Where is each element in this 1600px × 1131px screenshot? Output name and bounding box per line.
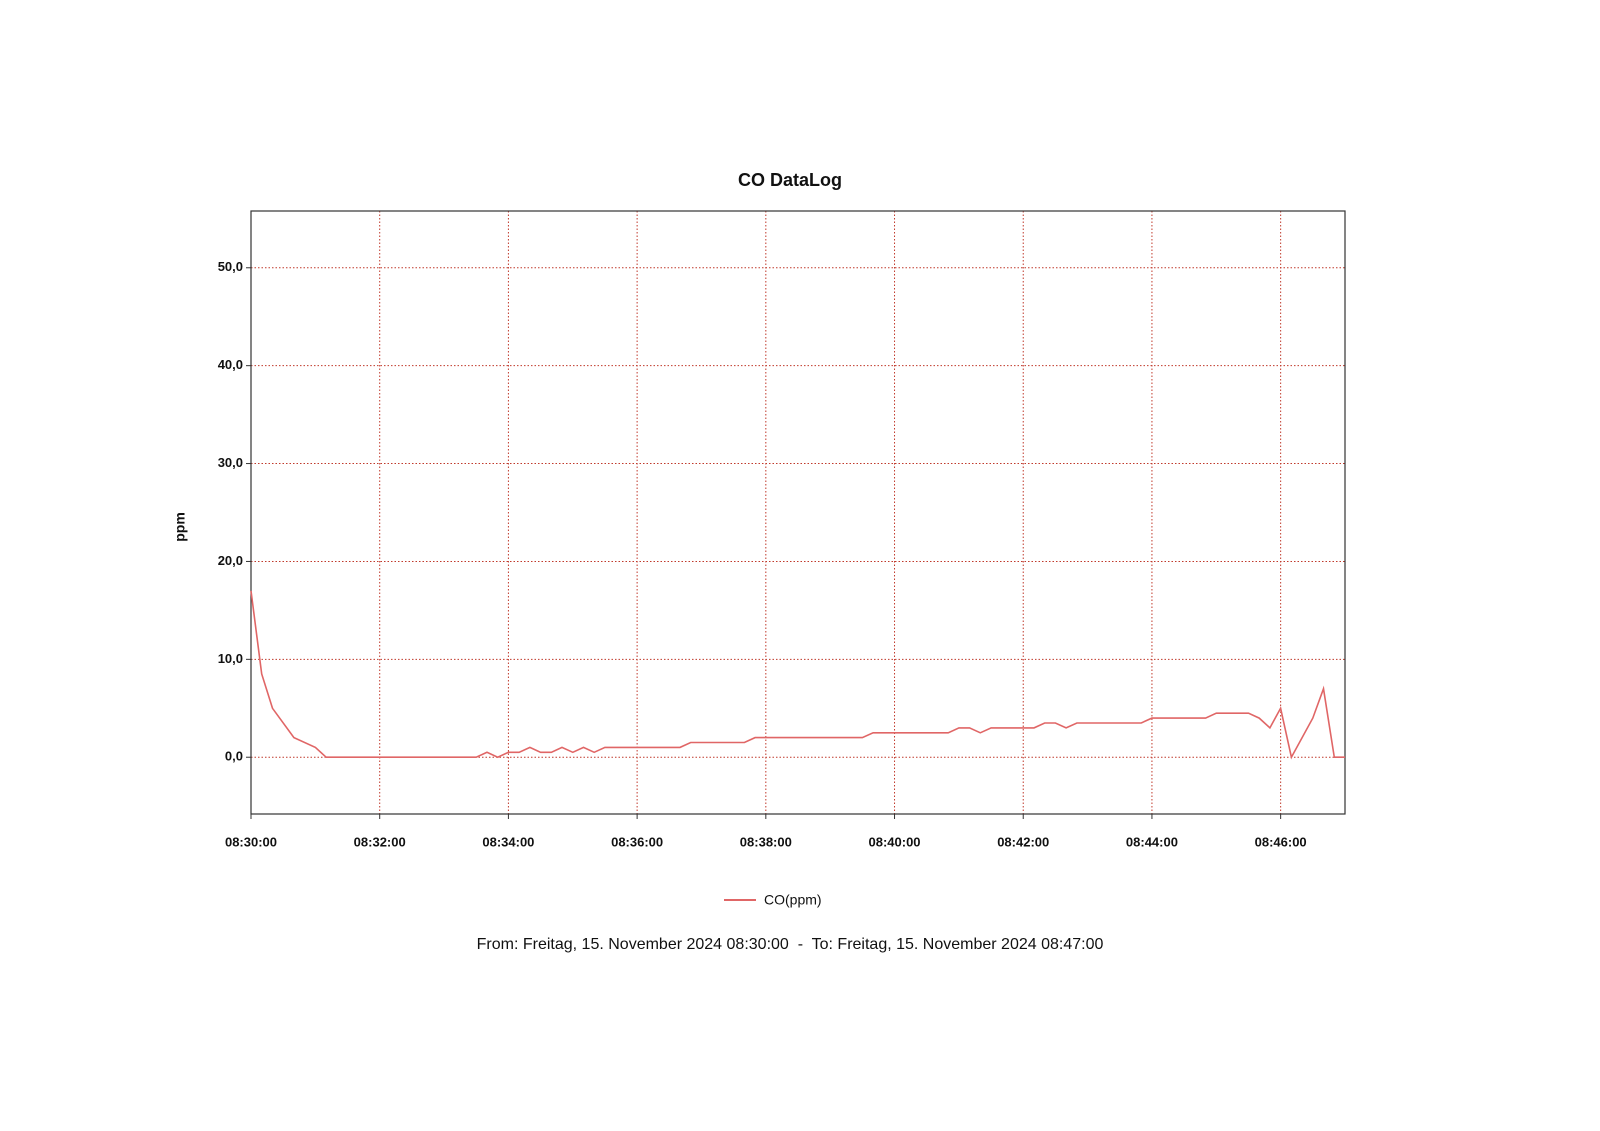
x-tick-label: 08:44:00: [1126, 834, 1178, 849]
y-tick-label: 0,0: [225, 749, 243, 764]
data-line: [250, 590, 1345, 760]
y-tick-label: 50,0: [218, 259, 243, 274]
y-axis-label: ppm: [172, 512, 188, 542]
x-tick-label: 08:32:00: [354, 834, 406, 849]
chart-title: CO DataLog: [738, 170, 842, 190]
y-tick-label: 20,0: [218, 553, 243, 568]
y-tick-label: 30,0: [218, 455, 243, 470]
x-tick-label: 08:42:00: [997, 834, 1049, 849]
x-tick-label: 08:34:00: [482, 834, 534, 849]
x-tick-label: 08:46:00: [1255, 834, 1307, 849]
y-tick-label: 10,0: [218, 651, 243, 666]
x-tick-label: 08:36:00: [611, 834, 663, 849]
plot-frame: [250, 210, 1346, 815]
legend-label: CO(ppm): [764, 892, 822, 908]
footer: From: Freitag, 15. November 2024 08:30:0…: [477, 936, 1104, 953]
x-tick-label: 08:40:00: [869, 834, 921, 849]
x-tick-label: 08:38:00: [740, 834, 792, 849]
x-tick-label: 08:30:00: [225, 834, 277, 849]
y-tick-label: 40,0: [218, 357, 243, 372]
